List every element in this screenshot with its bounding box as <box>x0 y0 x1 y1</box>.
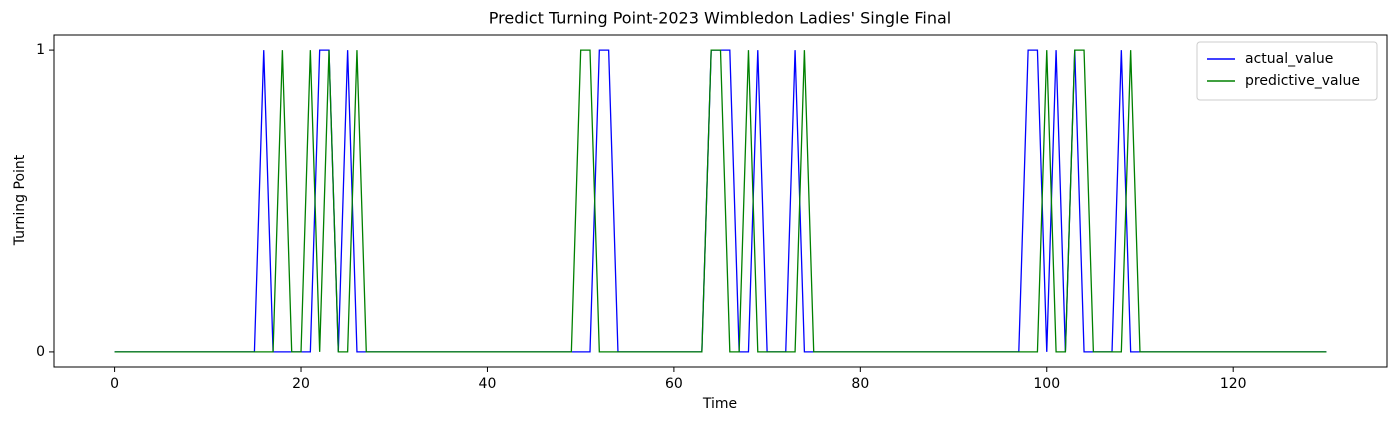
x-tick-label: 80 <box>851 376 869 392</box>
x-tick-label: 0 <box>110 376 119 392</box>
y-axis-label: Turning Point <box>12 154 28 246</box>
series-line <box>114 49 1327 353</box>
x-tick-label: 60 <box>665 376 683 392</box>
axes-frame <box>53 34 1388 368</box>
y-tick-label: 1 <box>36 42 45 58</box>
legend-box <box>1196 41 1378 101</box>
series-line <box>114 49 1327 353</box>
x-tick-label: 100 <box>1033 376 1060 392</box>
legend-label: actual_value <box>1245 51 1333 67</box>
x-axis-label: Time <box>702 396 737 412</box>
legend-label: predictive_value <box>1245 73 1360 89</box>
chart-title: Predict Turning Point-2023 Wimbledon Lad… <box>489 9 952 28</box>
x-tick-label: 120 <box>1220 376 1247 392</box>
x-tick-label: 40 <box>479 376 497 392</box>
y-tick-label: 0 <box>36 344 45 360</box>
x-tick-label: 20 <box>292 376 310 392</box>
